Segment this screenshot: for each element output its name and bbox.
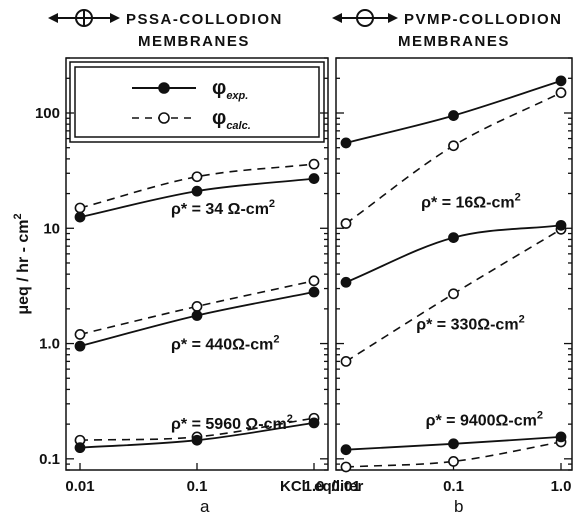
experimental-point-a0 [308, 173, 320, 184]
experimental-point-b2 [555, 431, 567, 443]
calculated-line-a0 [79, 163, 315, 209]
x-tick-label-a: 0.01 [65, 478, 94, 495]
group-label-b0: ρ* = 16Ω-cm2 [421, 192, 521, 212]
calculated-point-a1 [74, 329, 86, 340]
x-tick-label-b: 1.0 [551, 478, 572, 495]
group-label-a2: ρ* = 5960 Ω-cm2 [171, 413, 293, 433]
y-tick-label: 1.0 [39, 336, 60, 353]
experimental-point-b1 [555, 219, 567, 231]
x-tick-label-a: 0.1 [187, 478, 208, 495]
x-axis-label: KCl eq/liter [280, 478, 364, 495]
experimental-point-a1 [74, 340, 86, 352]
group-label-b2: ρ* = 9400Ω-cm2 [426, 409, 543, 429]
sublabel-b: b [454, 497, 463, 516]
legend: φexp. φcalc. [69, 61, 325, 143]
calculated-line-b2 [345, 441, 562, 468]
plot-layer [66, 57, 572, 473]
experimental-point-a0 [74, 211, 86, 223]
experimental-point-a1 [308, 286, 320, 298]
experimental-point-a1 [191, 310, 203, 321]
experimental-point-b1 [448, 232, 459, 244]
y-tick-label: 10 [43, 220, 60, 237]
x-tick-label-a: 1.0 [304, 478, 325, 495]
y-axis-label: μeq / hr - cm2 [12, 213, 32, 314]
header-a-line1: PSSA-COLLODION [126, 11, 283, 28]
experimental-point-a2 [191, 434, 203, 446]
legend-exp-label: φexp. [212, 77, 248, 102]
group-label-a1: ρ* = 440Ω-cm2 [171, 334, 279, 354]
group-label-b1: ρ* = 330Ω-cm2 [416, 313, 524, 333]
calculated-point-a0 [308, 158, 320, 170]
calculated-point-a0 [74, 202, 86, 214]
x-tick-label-b: 0.1 [443, 478, 464, 495]
x-tick-label-b: 0.01 [331, 478, 360, 495]
calculated-line-a1 [79, 280, 315, 336]
legend-calc-label: φcalc. [212, 107, 251, 132]
header-a-symbol [48, 9, 120, 27]
experimental-point-b0 [340, 137, 352, 149]
header-a: PSSA-COLLODION MEMBRANES [48, 9, 283, 50]
calculated-point-b1 [340, 356, 352, 367]
header-b: PVMP-COLLODION MEMBRANES [332, 9, 563, 50]
calculated-point-b2 [340, 461, 352, 473]
header-b-line2: MEMBRANES [398, 33, 510, 50]
sublabel-a: a [200, 497, 210, 516]
legend-inner [74, 66, 320, 138]
experimental-point-b1 [340, 276, 352, 288]
experimental-point-b2 [448, 438, 459, 450]
header-a-line2: MEMBRANES [138, 33, 250, 50]
calculated-point-b0 [448, 140, 459, 152]
calculated-point-a1 [191, 301, 203, 312]
panel-a-frame [65, 57, 329, 471]
experimental-point-b0 [448, 110, 459, 121]
calculated-point-a0 [191, 171, 203, 183]
group-label-a0: ρ* = 34 Ω-cm2 [171, 198, 275, 218]
legend-entry-exp: φexp. [132, 77, 248, 102]
legend-outer [69, 61, 325, 143]
calculated-point-b1 [448, 288, 459, 300]
label-layer: 0.01 0.1 1.0 100 10 1.0 0.1 ρ* = 34 Ω-cm2 ρ* = 4… [35, 105, 571, 495]
header-b-symbol [332, 9, 398, 27]
y-tick-label: 0.1 [39, 451, 60, 468]
calculated-point-b0 [555, 87, 567, 99]
experimental-point-b0 [555, 75, 567, 87]
experimental-point-a2 [74, 442, 86, 454]
legend-entry-calc: φcalc. [132, 107, 251, 132]
experimental-point-a2 [308, 417, 320, 429]
y-tick-label: 100 [35, 105, 60, 122]
calculated-point-b2 [448, 455, 459, 467]
experimental-point-a0 [191, 185, 203, 197]
experimental-point-b2 [340, 444, 352, 456]
header-b-line1: PVMP-COLLODION [404, 11, 563, 28]
calculated-point-b0 [340, 218, 352, 229]
calculated-point-a1 [308, 275, 320, 287]
